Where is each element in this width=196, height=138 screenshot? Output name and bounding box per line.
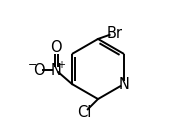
Text: −: − [28, 60, 37, 70]
Text: N: N [51, 63, 62, 78]
Text: N: N [119, 77, 130, 91]
Text: O: O [50, 40, 62, 55]
Text: Cl: Cl [77, 105, 92, 120]
Text: +: + [57, 60, 65, 70]
Text: O: O [33, 63, 45, 78]
Text: Br: Br [106, 26, 122, 41]
